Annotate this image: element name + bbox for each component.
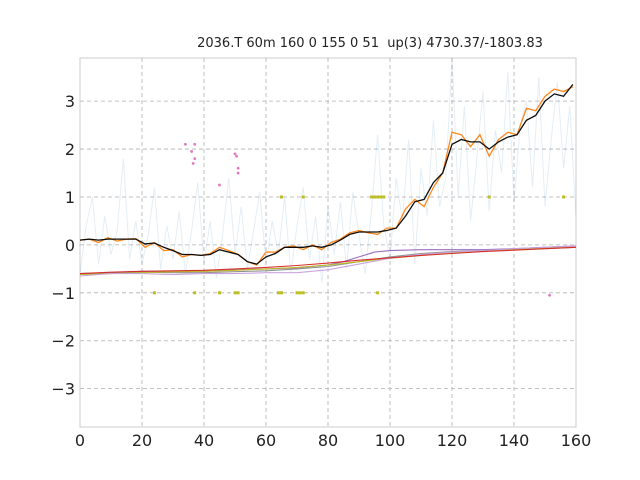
marker-point: [301, 195, 305, 199]
marker-point: [233, 291, 237, 295]
series-line-0: [80, 58, 576, 284]
marker-point: [562, 195, 566, 199]
x-tick-label: 0: [75, 431, 85, 450]
x-tick-label: 40: [194, 431, 214, 450]
y-tick-label: −1: [51, 284, 75, 303]
x-tick-label: 100: [375, 431, 406, 450]
series-line-6: [80, 245, 576, 277]
marker-point: [487, 195, 491, 199]
marker-point: [295, 291, 299, 295]
marker-point: [376, 195, 380, 199]
chart-title: 2036.T 60m 160 0 155 0 51 up(3) 4730.37/…: [197, 36, 543, 51]
marker-point: [235, 154, 238, 158]
y-tick-label: 0: [65, 236, 75, 255]
marker-point: [301, 291, 305, 295]
marker-point: [276, 291, 280, 295]
marker-point: [373, 195, 376, 199]
series-line-7: [80, 246, 576, 275]
marker-point: [280, 195, 283, 199]
marker-point: [233, 152, 237, 156]
marker-point: [369, 195, 373, 199]
marker-point: [152, 291, 156, 295]
marker-point: [193, 157, 197, 161]
marker-point: [236, 291, 240, 295]
marker-point: [191, 162, 195, 165]
marker-point: [382, 195, 386, 199]
y-tick-label: −3: [51, 380, 75, 399]
x-tick-labels: 0 20 40 60 80 100 120 140 160: [75, 431, 591, 450]
y-tick-label: 2: [65, 140, 75, 159]
x-tick-label: 160: [561, 431, 592, 450]
series-line-2: [80, 83, 574, 265]
y-tick-labels: −3 −2 −1 0 1 2 3: [51, 92, 75, 399]
marker-point: [193, 142, 197, 146]
marker-point: [236, 166, 240, 170]
x-tick-label: 120: [437, 431, 468, 450]
y-tick-label: 3: [65, 92, 75, 111]
marker-point: [184, 142, 187, 146]
marker-point: [218, 183, 221, 187]
marker-point: [218, 291, 221, 295]
x-tick-label: 140: [499, 431, 530, 450]
series-group: [80, 58, 576, 297]
x-tick-label: 80: [318, 431, 338, 450]
y-tick-label: 1: [65, 188, 75, 207]
marker-point: [376, 291, 380, 295]
marker-point: [190, 150, 194, 153]
marker-point: [548, 293, 552, 297]
marker-point: [379, 195, 383, 199]
marker-point: [298, 291, 302, 295]
marker-point: [236, 171, 240, 175]
y-tick-label: −2: [51, 332, 75, 351]
marker-point: [280, 291, 283, 295]
marker-point: [193, 291, 197, 295]
x-tick-label: 20: [132, 431, 152, 450]
x-tick-label: 60: [256, 431, 276, 450]
